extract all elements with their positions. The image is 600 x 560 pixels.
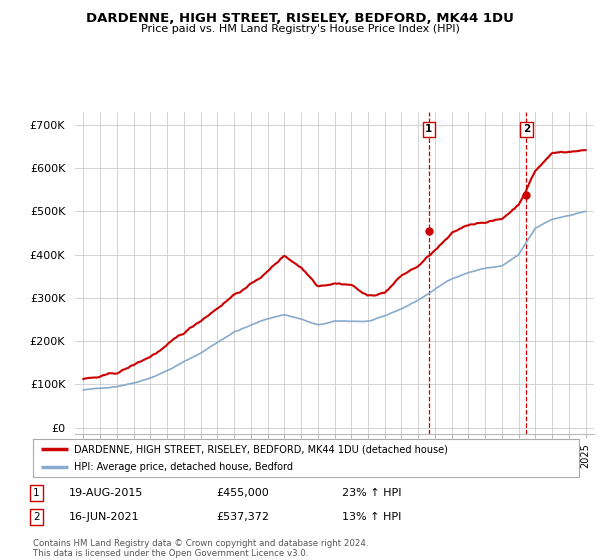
Text: 16-JUN-2021: 16-JUN-2021 xyxy=(69,512,140,522)
Text: DARDENNE, HIGH STREET, RISELEY, BEDFORD, MK44 1DU: DARDENNE, HIGH STREET, RISELEY, BEDFORD,… xyxy=(86,12,514,25)
Text: 19-AUG-2015: 19-AUG-2015 xyxy=(69,488,143,498)
Text: £537,372: £537,372 xyxy=(216,512,269,522)
Text: HPI: Average price, detached house, Bedford: HPI: Average price, detached house, Bedf… xyxy=(74,462,293,472)
Text: 2: 2 xyxy=(523,124,530,134)
Text: £455,000: £455,000 xyxy=(216,488,269,498)
Text: Price paid vs. HM Land Registry's House Price Index (HPI): Price paid vs. HM Land Registry's House … xyxy=(140,24,460,34)
Text: 1: 1 xyxy=(425,124,433,134)
Text: 2: 2 xyxy=(33,512,40,522)
Text: 23% ↑ HPI: 23% ↑ HPI xyxy=(342,488,401,498)
Text: 1: 1 xyxy=(33,488,40,498)
Text: Contains HM Land Registry data © Crown copyright and database right 2024.
This d: Contains HM Land Registry data © Crown c… xyxy=(33,539,368,558)
Text: 13% ↑ HPI: 13% ↑ HPI xyxy=(342,512,401,522)
Text: DARDENNE, HIGH STREET, RISELEY, BEDFORD, MK44 1DU (detached house): DARDENNE, HIGH STREET, RISELEY, BEDFORD,… xyxy=(74,444,448,454)
